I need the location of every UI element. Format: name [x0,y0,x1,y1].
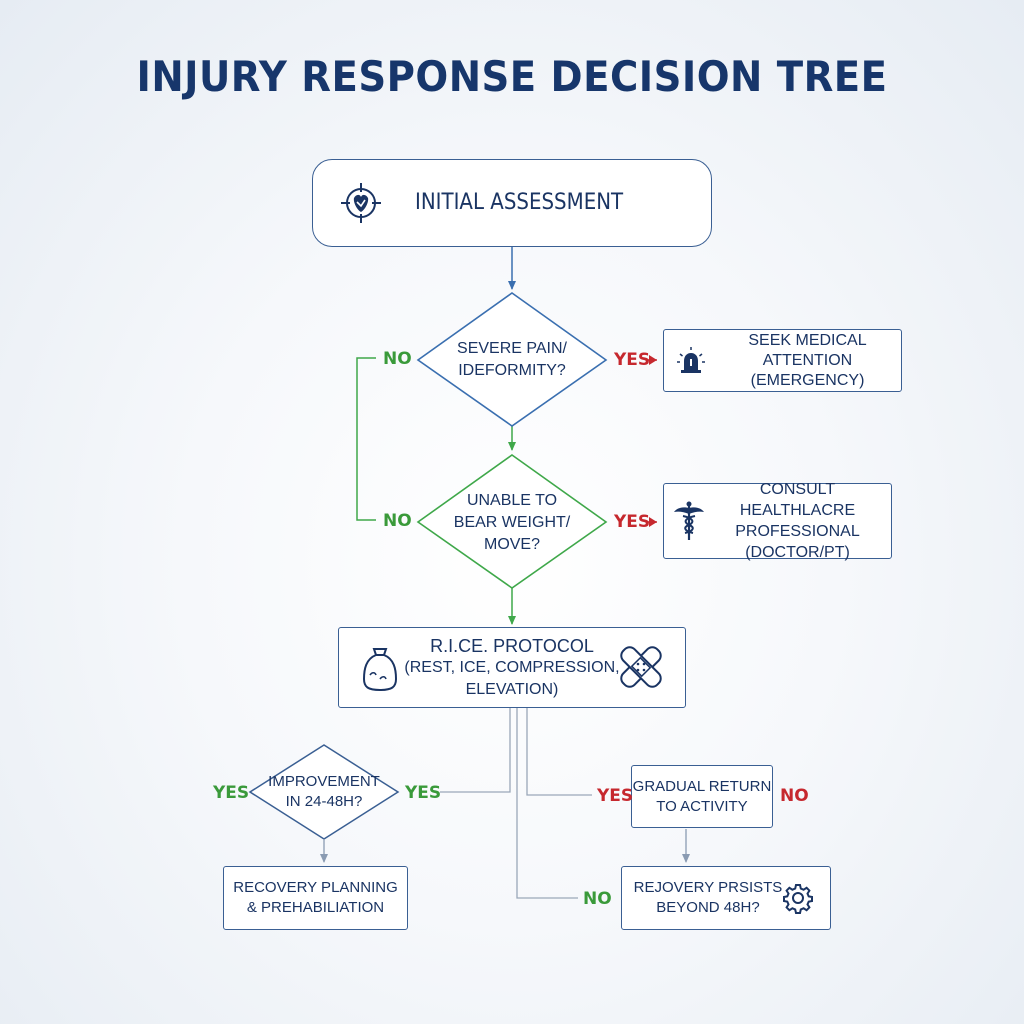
page-title: INJURY RESPONSE DECISION TREE [136,52,888,101]
bandage-icon [620,646,662,688]
weight-question: UNABLE TO BEAR WEIGHT/ MOVE? [453,492,571,553]
weight-no-label: NO [383,511,412,531]
diamond-weight [416,454,608,589]
severe-yes-label: YES [614,350,651,370]
gradual-yes-label: YES [597,786,634,806]
recovery-persists-box: REJOVERY PRSISTS BEYOND 48H? [621,866,831,930]
gear-icon [783,884,813,914]
connector-rice-to-improvement [440,708,511,793]
connector-no-bracket [356,357,376,521]
improvement-yes-left-label: YES [213,783,250,803]
improvement-question: IMPROVEMENT IN 24-48H? [268,773,380,810]
rice-protocol-box: R.I.CE. PROTOCOL (REST, ICE, COMPRESSION… [338,627,686,708]
target-injury-icon [341,183,381,223]
ice-bag-icon [362,648,398,692]
initial-assessment-label: INITIAL ASSESSMENT [415,190,624,215]
weight-yes-label: YES [614,512,651,532]
severe-question: SEVERE PAIN/ IDEFORMITY? [457,340,567,379]
diamond-severe [416,292,608,427]
persists-no-label: NO [583,889,612,909]
severe-no-label: NO [383,349,412,369]
connector-rice-to-persists [516,708,578,899]
connector-rice-to-gradual [526,708,592,796]
recovery-planning-box: RECOVERY PLANNING & PREHABILIATION [223,866,408,930]
gradual-no-label: NO [780,786,809,806]
improvement-yes-right-label: YES [405,783,442,803]
siren-icon [677,347,705,373]
caduceus-icon [674,501,704,540]
gradual-return-box: GRADUAL RETURN TO ACTIVITY [631,765,773,828]
consult-professional-box: CONSULT HEALTHLACRE PROFESSIONAL (DOCTOR… [663,481,892,561]
seek-medical-attention-box: SEEK MEDICAL ATTENTION (EMERGENCY) [663,329,902,392]
